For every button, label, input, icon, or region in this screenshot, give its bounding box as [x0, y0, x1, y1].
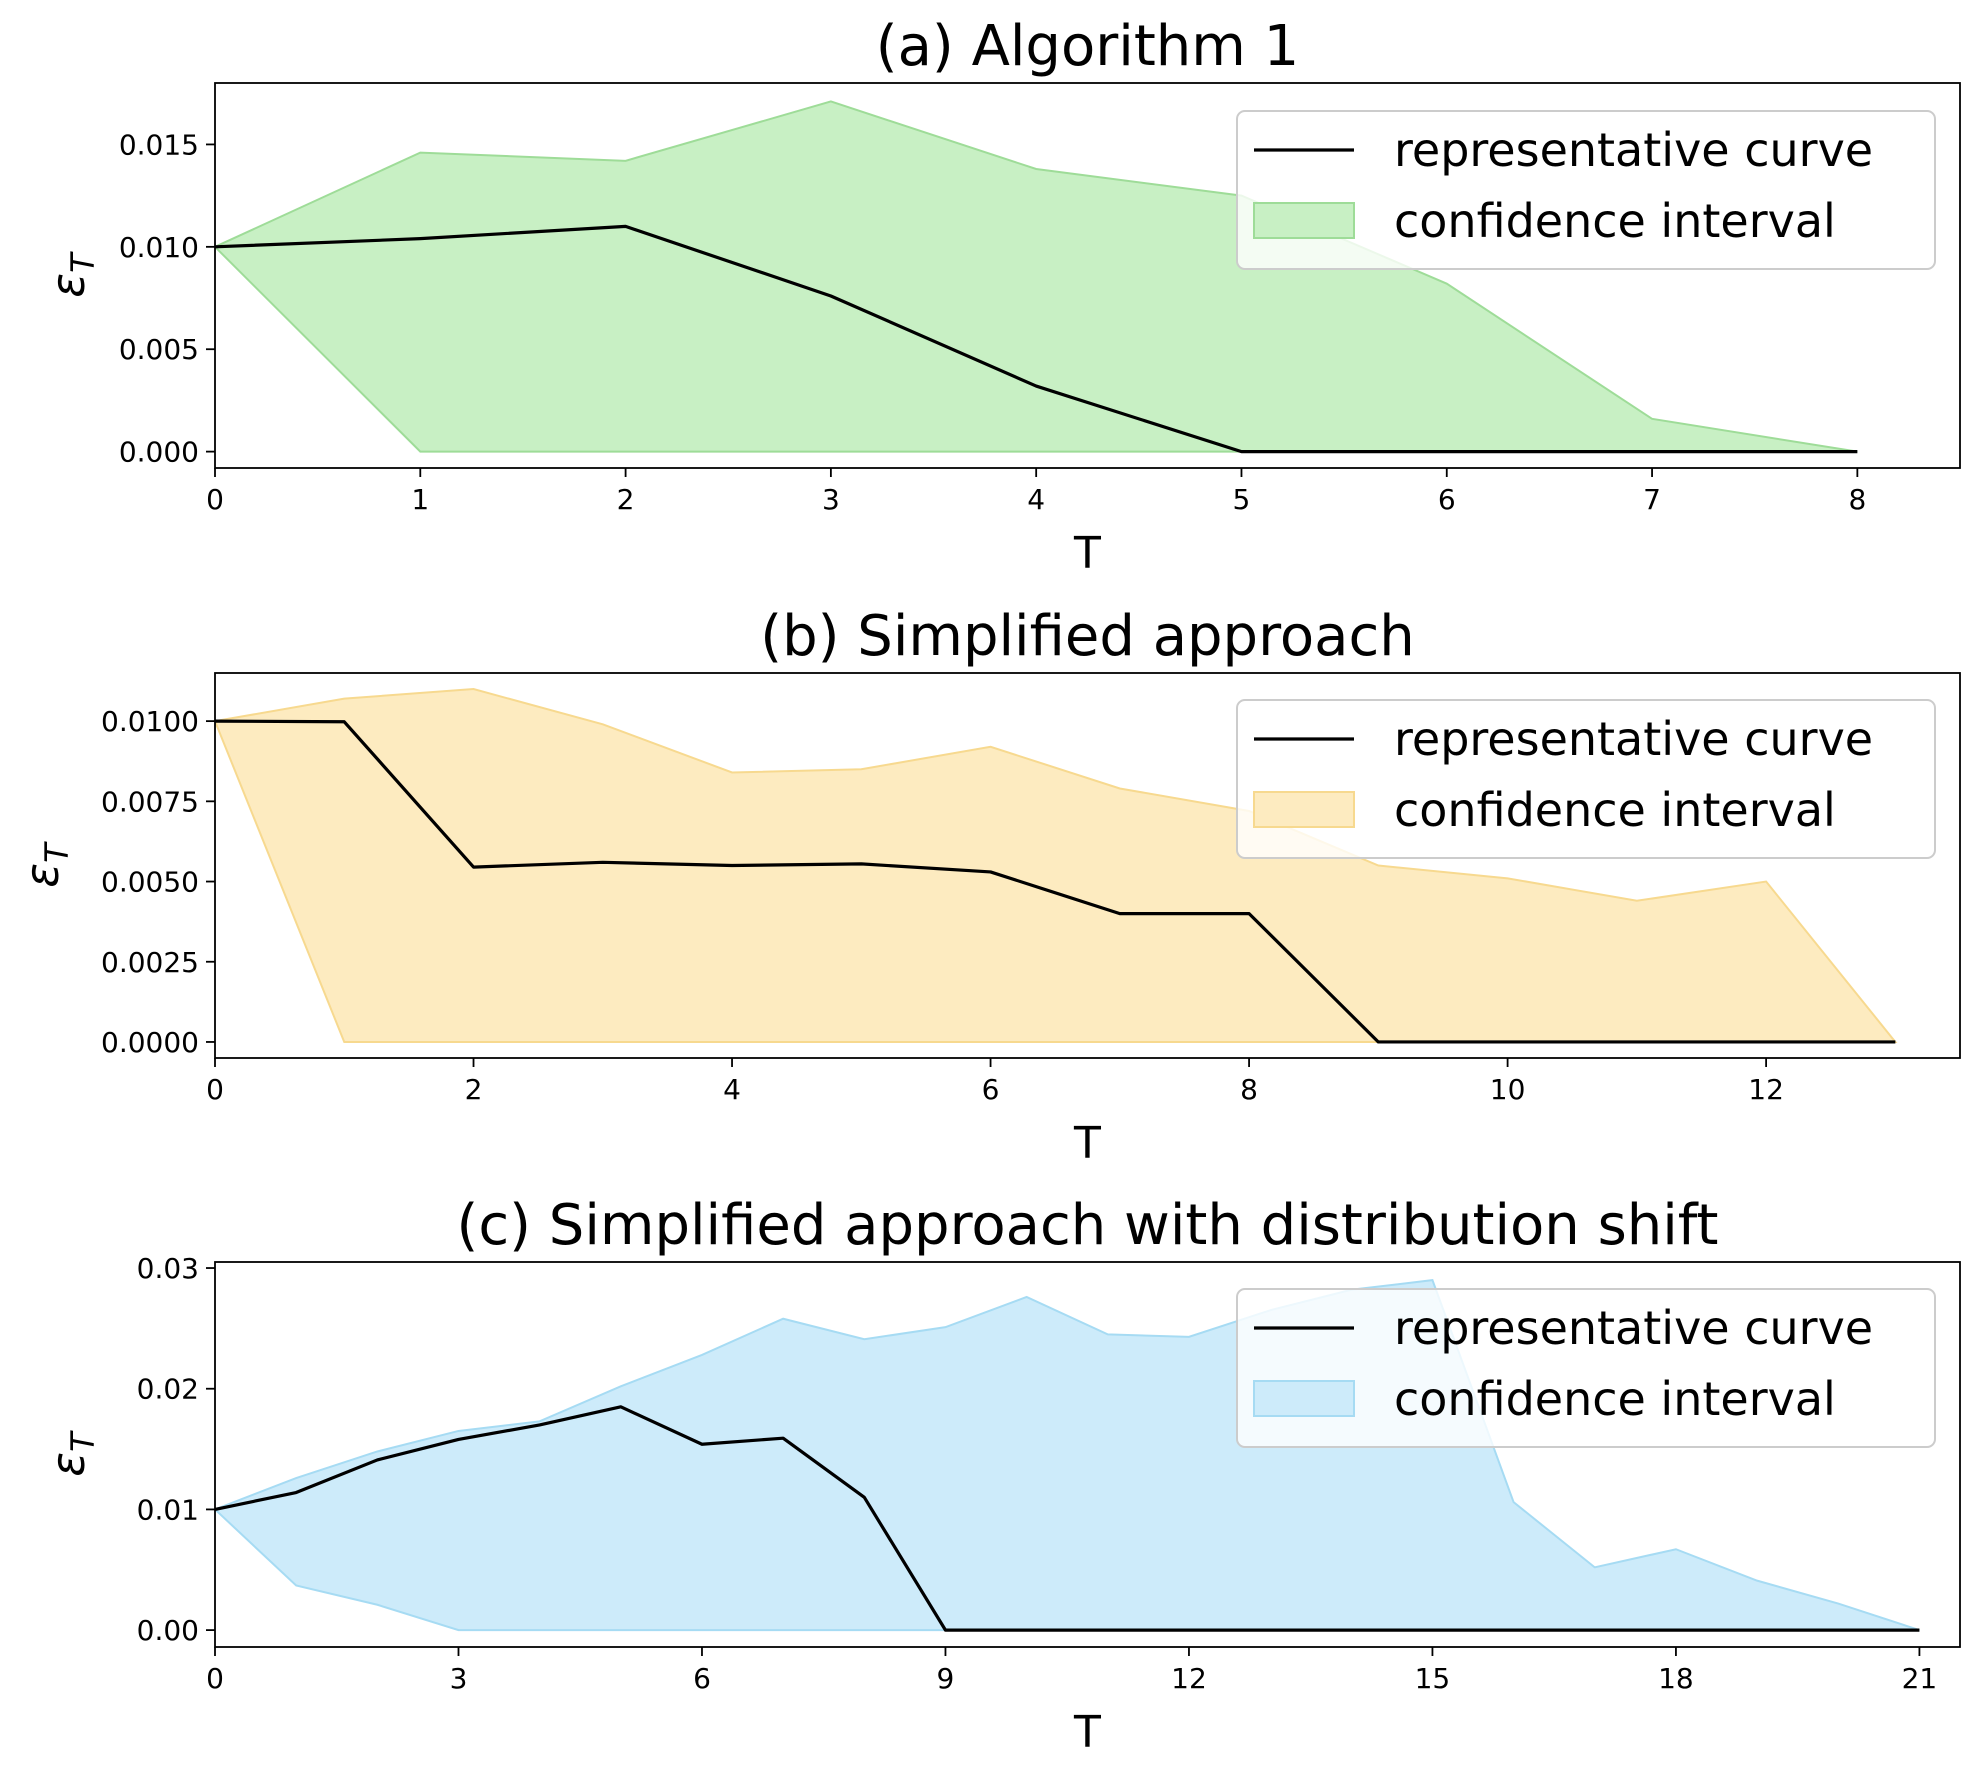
x-tick-label: 7 — [1643, 483, 1661, 516]
y-axis-label: εT — [41, 251, 102, 298]
legend-label-interval: confidence interval — [1394, 1372, 1836, 1426]
representative-curve-line — [214, 719, 1896, 1044]
legend-fill-swatch — [1253, 791, 1355, 828]
legend: representative curve confidence interval — [1236, 1288, 1936, 1448]
x-axis-label: T — [1073, 528, 1101, 579]
representative-curve-line — [214, 224, 1858, 454]
y-axis-label-subscript: T — [38, 841, 76, 863]
y-axis-label: εT — [15, 841, 76, 888]
y-tick-label: 0.01 — [137, 1493, 199, 1526]
legend: representative curve confidence interval — [1236, 110, 1936, 270]
panel-title: (a) Algorithm 1 — [876, 14, 1300, 79]
y-tick-label: 0.010 — [119, 231, 199, 264]
x-tick-label: 4 — [723, 1073, 741, 1106]
y-axis-label-subscript: T — [64, 251, 102, 273]
x-tick-label: 6 — [1438, 483, 1456, 516]
x-tick-label: 18 — [1658, 1662, 1694, 1695]
x-tick-label: 1 — [411, 483, 429, 516]
x-tick-label: 10 — [1490, 1073, 1526, 1106]
x-tick-label: 12 — [1171, 1662, 1207, 1695]
y-axis-label-symbol: ε — [15, 863, 69, 888]
y-axis-label-symbol: ε — [41, 1452, 95, 1477]
x-tick-label: 15 — [1415, 1662, 1451, 1695]
legend-label-curve: representative curve — [1394, 1301, 1873, 1355]
plot-frame — [214, 672, 1961, 1059]
x-tick-label: 3 — [450, 1662, 468, 1695]
legend-box — [1236, 1288, 1936, 1448]
y-tick-label: 0.0025 — [101, 946, 199, 979]
x-tick-label: 8 — [1848, 483, 1866, 516]
x-tick-label: 2 — [617, 483, 635, 516]
legend-label-curve: representative curve — [1394, 123, 1873, 177]
y-tick-label: 0.005 — [119, 333, 199, 366]
panel-c: 0 3 6 9 12 15 18 21 0.00 0.01 0.02 0.03 (c) Simplifi… — [41, 1193, 1961, 1758]
y-tick-label: 0.03 — [137, 1252, 199, 1285]
x-axis-label: T — [1073, 1118, 1101, 1169]
y-axis-label-subscript: T — [64, 1430, 102, 1452]
y-tick-label: 0.015 — [119, 128, 199, 161]
y-tick-label: 0.0000 — [101, 1026, 199, 1059]
panel-b: 0 2 4 6 8 10 12 0.0000 0.0025 0.0050 0.0075 0.0100 (… — [15, 604, 1961, 1169]
x-tick-label: 5 — [1233, 483, 1251, 516]
x-axis-label: T — [1073, 1707, 1101, 1758]
x-tick-label: 0 — [206, 483, 224, 516]
plot-frame — [214, 1261, 1961, 1648]
y-tick-label: 0.0100 — [101, 705, 199, 738]
legend-label-interval: confidence interval — [1394, 194, 1836, 248]
x-tick-label: 6 — [693, 1662, 711, 1695]
legend-box — [1236, 110, 1936, 270]
x-tick-label: 8 — [1240, 1073, 1258, 1106]
x-tick-label: 0 — [206, 1662, 224, 1695]
y-tick-label: 0.0050 — [101, 866, 199, 899]
y-axis-label: εT — [41, 1430, 102, 1477]
x-tick-label: 12 — [1748, 1073, 1784, 1106]
plot-frame — [214, 82, 1961, 469]
x-tick-label: 6 — [982, 1073, 1000, 1106]
x-tick-label: 0 — [206, 1073, 224, 1106]
x-tick-label: 3 — [822, 483, 840, 516]
legend-label-interval: confidence interval — [1394, 783, 1836, 837]
legend-box — [1236, 699, 1936, 859]
legend-fill-swatch — [1253, 202, 1355, 239]
x-tick-label: 4 — [1027, 483, 1045, 516]
legend-label-curve: representative curve — [1394, 712, 1873, 766]
y-tick-label: 0.0075 — [101, 785, 199, 818]
x-tick-label: 21 — [1902, 1662, 1938, 1695]
y-axis-label-symbol: ε — [41, 273, 95, 298]
y-tick-label: 0.00 — [137, 1614, 199, 1647]
x-tick-label: 2 — [465, 1073, 483, 1106]
panel-a: 0 1 2 3 4 5 6 7 8 0.000 0.005 0.010 0.015 (a) Algorit… — [41, 14, 1961, 579]
y-tick-label: 0.000 — [119, 436, 199, 469]
x-tick-label: 9 — [937, 1662, 955, 1695]
y-tick-label: 0.02 — [137, 1373, 199, 1406]
representative-curve-line — [214, 1405, 1920, 1632]
panel-title: (b) Simplified approach — [760, 604, 1415, 669]
legend: representative curve confidence interval — [1236, 699, 1936, 859]
legend-fill-swatch — [1253, 1380, 1355, 1417]
panel-title: (c) Simplified approach with distributio… — [457, 1193, 1719, 1258]
